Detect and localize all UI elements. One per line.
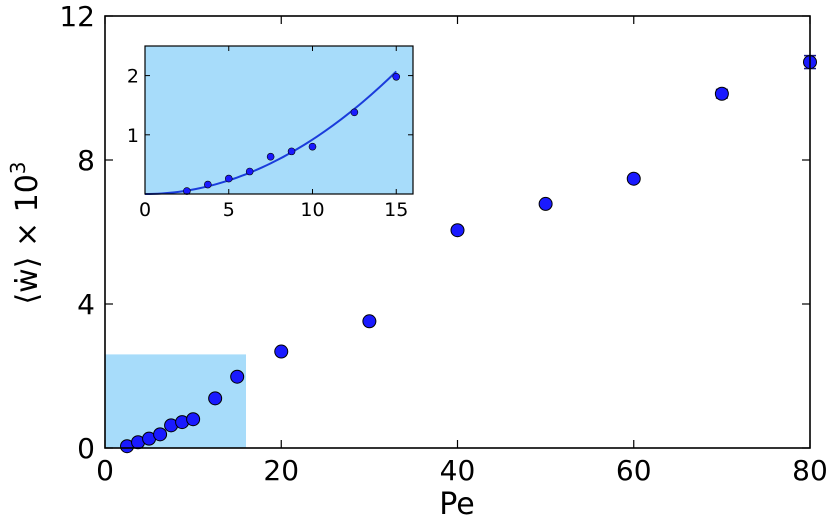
inset-data-point: [350, 108, 359, 117]
inset-data-point: [224, 174, 233, 183]
plot-frame: [104, 15, 811, 449]
y-tick-label: 0: [77, 432, 95, 465]
x-tick-label: 80: [792, 454, 828, 487]
inset-background: [145, 46, 413, 194]
inset-data-point: [204, 180, 212, 189]
inset-frame: [144, 45, 414, 195]
y-axis-label: ⟨ẇ⟩ × 103: [6, 161, 45, 304]
inset-x-tick-label: 5: [223, 199, 235, 221]
data-point: [274, 344, 289, 359]
x-tick-label: 40: [440, 454, 476, 487]
inset-data-point: [308, 142, 317, 151]
inset-x-tick-label: 15: [384, 199, 408, 221]
data-point: [450, 223, 465, 238]
inset-data-point: [392, 72, 401, 81]
y-axis-label-exponent: 3: [6, 161, 30, 174]
data-point: [538, 196, 553, 211]
highlight-region: [105, 354, 246, 448]
data-point: [208, 391, 223, 406]
data-point: [714, 86, 729, 101]
data-point: [230, 369, 245, 384]
y-axis-label-main: ⟨ẇ⟩ × 10: [10, 174, 45, 304]
inset-y-tick-label: 1: [127, 125, 139, 147]
inset-data-point: [245, 167, 254, 176]
y-tick-label: 4: [77, 288, 95, 321]
x-tick-label: 60: [616, 454, 652, 487]
inset-data-point: [266, 152, 275, 161]
data-point: [626, 171, 641, 186]
data-point: [186, 412, 201, 427]
svg-text:⟨ẇ⟩ × 103: ⟨ẇ⟩ × 103: [6, 161, 45, 304]
x-axis-label: Pe: [439, 487, 474, 522]
x-tick-label: 0: [96, 454, 114, 487]
data-point: [153, 427, 168, 442]
inset-data-point: [287, 147, 296, 156]
inset-chart: 0 5 10 15 1 2: [127, 45, 414, 221]
x-tick-label: 20: [263, 454, 299, 487]
inset-x-tick-label: 0: [139, 199, 151, 221]
data-point: [362, 314, 377, 329]
inset-x-tick-label: 10: [300, 199, 324, 221]
y-tick-label: 8: [77, 144, 95, 177]
inset-y-tick-label: 2: [127, 66, 139, 88]
y-tick-label: 12: [59, 0, 95, 33]
